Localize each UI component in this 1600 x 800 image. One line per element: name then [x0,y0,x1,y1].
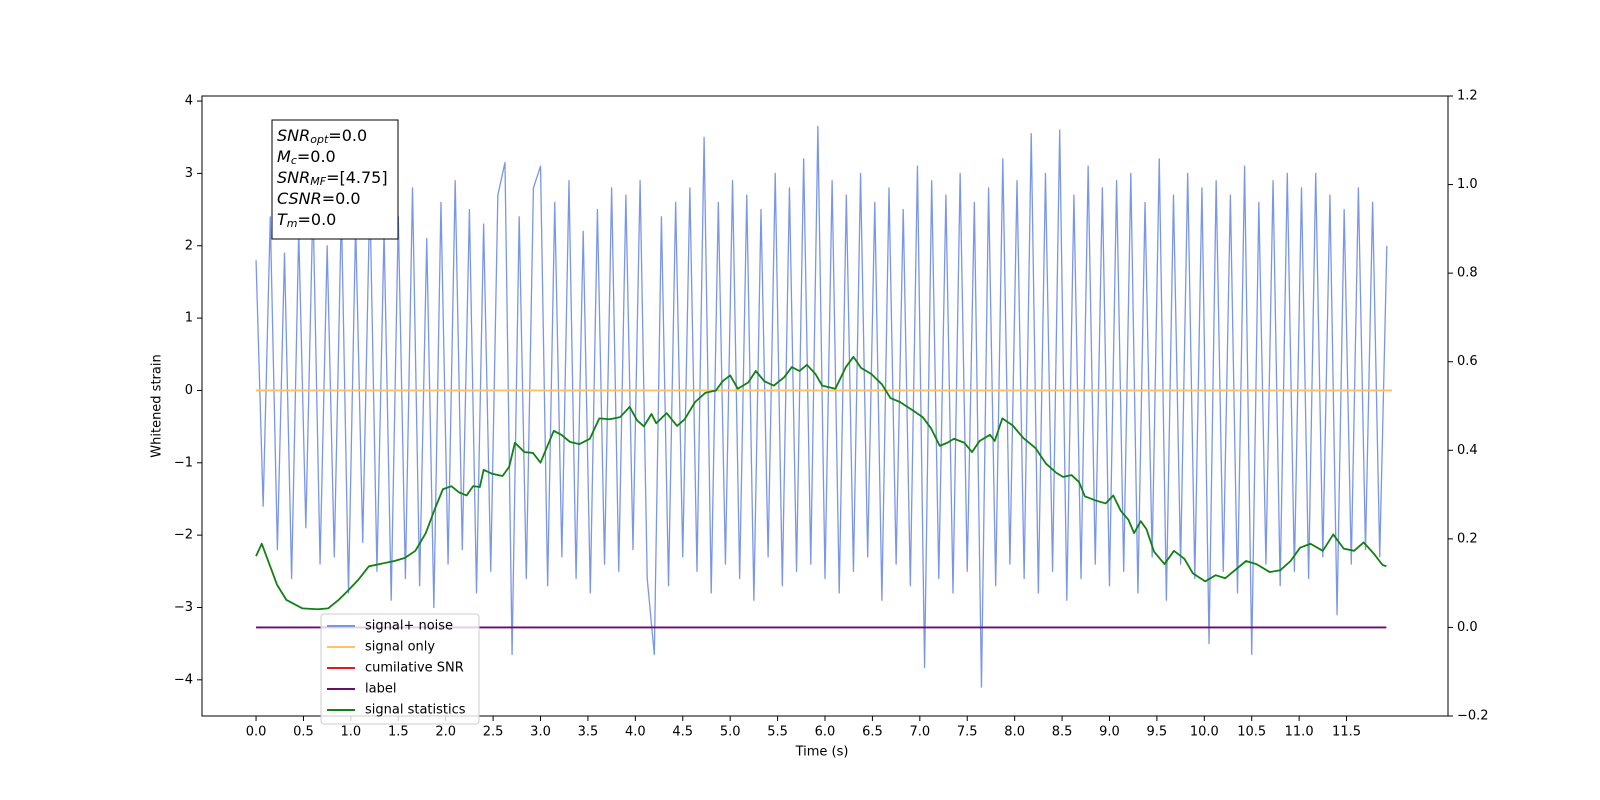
x-tick-label: 1.0 [341,725,362,740]
annotation-subscript: c [291,154,297,167]
y-tick-label: −1 [174,455,193,470]
legend-label: signal statistics [365,703,466,718]
y2-tick-label: −0.2 [1457,709,1489,724]
x-tick-label: 1.5 [388,725,409,740]
annotation-subscript: MF [310,175,326,188]
y2-tick-label: 0.0 [1457,620,1478,635]
x-tick-label: 8.5 [1052,725,1073,740]
x-tick-label: 6.5 [862,725,883,740]
legend-label: label [365,682,396,697]
x-tick-label: 10.0 [1190,725,1219,740]
x-axis-label: Time (s) [795,745,849,760]
y2-tick-label: 0.8 [1457,266,1478,281]
x-tick-label: 0.5 [293,725,314,740]
x-tick-label: 9.5 [1147,725,1168,740]
y2-tick-label: 1.0 [1457,177,1478,192]
annotation-value: =0.0 [297,147,336,166]
annotation-subscript: opt [310,133,329,146]
annotation-symbol: M [277,147,291,166]
x-tick-label: 6.0 [815,725,836,740]
y-tick-label: 3 [185,166,193,181]
annotation-symbol: CSNR [277,189,322,208]
x-tick-label: 11.5 [1332,725,1361,740]
legend-label: signal only [365,640,435,655]
y2-tick-label: 0.4 [1457,443,1478,458]
y2-tick-label: 0.2 [1457,531,1478,546]
x-tick-label: 5.0 [720,725,741,740]
x-tick-label: 2.0 [435,725,456,740]
annotation-symbol: T [277,210,288,229]
annotation-value: =0.0 [298,210,337,229]
y-tick-label: −2 [174,528,193,543]
y-tick-label: 0 [185,383,193,398]
x-tick-label: 7.5 [957,725,978,740]
x-tick-label: 8.0 [1004,725,1025,740]
annotation-subscript: m [287,217,298,230]
annotation-value: =0.0 [322,189,361,208]
x-tick-label: 9.0 [1099,725,1120,740]
y-tick-label: 2 [185,238,193,253]
annotation-symbol: SNR [277,126,310,145]
annotation-box [271,119,399,240]
y2-tick-label: 1.2 [1457,89,1478,104]
x-tick-label: 4.0 [625,725,646,740]
annotation-line: SNRopt=0.0 [277,126,367,147]
y-tick-label: 4 [185,94,193,109]
legend-box [320,613,480,725]
annotation-value: =[4.75] [326,168,388,187]
x-tick-label: 4.5 [672,725,693,740]
annotation-line: Tm=0.0 [277,210,336,231]
x-tick-label: 5.5 [767,725,788,740]
y2-tick-label: 0.6 [1457,354,1478,369]
x-tick-label: 3.0 [530,725,551,740]
annotation-symbol: SNR [277,168,310,187]
annotation-line: Mc=0.0 [277,147,336,168]
x-tick-label: 10.5 [1237,725,1266,740]
y-tick-label: −3 [174,600,193,615]
x-tick-label: 7.0 [909,725,930,740]
x-tick-label: 0.0 [246,725,267,740]
y-tick-label: 1 [185,311,193,326]
x-tick-label: 3.5 [578,725,599,740]
y-tick-label: −4 [174,672,193,687]
legend-label: signal+ noise [365,619,453,634]
annotation-line: CSNR=0.0 [277,189,361,208]
annotation-line: SNRMF=[4.75] [277,168,388,189]
legend-label: cumilative SNR [365,661,464,676]
x-tick-label: 11.0 [1285,725,1314,740]
x-tick-label: 2.5 [483,725,504,740]
annotation-value: =0.0 [328,126,367,145]
series-line [255,125,1388,688]
series-line [255,355,1387,611]
y-axis-label: Whitened strain [150,354,165,457]
